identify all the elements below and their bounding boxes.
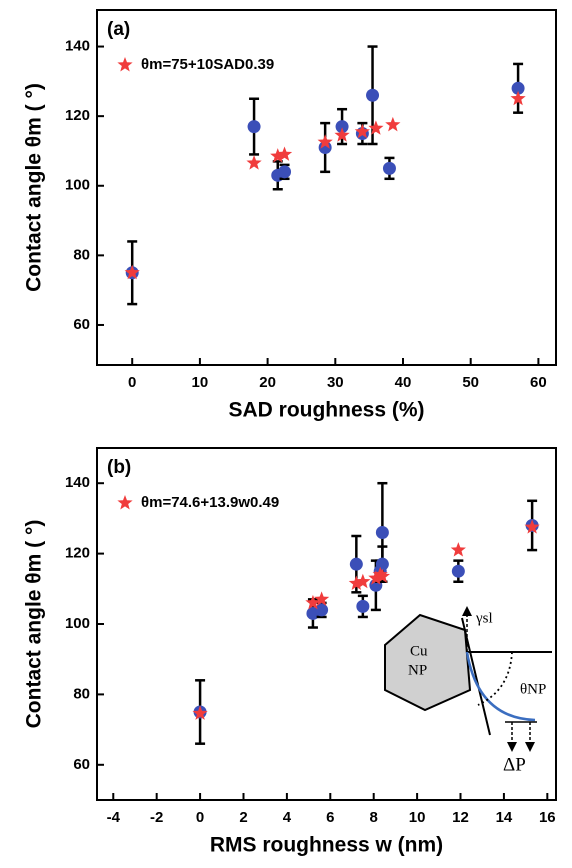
x-tick-label: 6 [326, 809, 334, 826]
y-tick-label: 120 [65, 107, 90, 124]
wall-line [461, 617, 491, 736]
x-tick-label: 0 [128, 374, 136, 391]
legend-label: θm=74.6+13.9w0.49 [141, 494, 279, 511]
x-axis-label: RMS roughness w (nm) [210, 834, 443, 857]
point [247, 120, 261, 134]
x-tick-label: 12 [452, 809, 469, 826]
arrow-head [462, 606, 472, 616]
y-tick-label: 80 [73, 685, 90, 702]
inset-label: θNP [520, 681, 546, 697]
x-tick-label: 10 [409, 809, 426, 826]
angle-arc [477, 651, 513, 706]
inset-label: NP [408, 662, 427, 678]
star-point [368, 570, 384, 585]
star-point [355, 573, 371, 589]
y-tick-label: 80 [73, 246, 90, 263]
inset-label: γsl [475, 610, 493, 626]
point [366, 88, 380, 102]
x-tick-label: 14 [496, 809, 513, 826]
point [278, 165, 292, 179]
point [356, 599, 370, 613]
star-point [524, 519, 540, 534]
point [451, 564, 465, 578]
point [335, 120, 349, 134]
x-tick-label: 8 [370, 809, 378, 826]
star-point [354, 123, 370, 139]
star-point [368, 120, 384, 135]
x-tick-label: 40 [395, 374, 412, 391]
point [511, 81, 525, 95]
star-point [374, 568, 390, 583]
y-tick-label: 100 [65, 615, 90, 632]
x-tick-label: 20 [259, 374, 276, 391]
star-point [192, 705, 208, 720]
legend-marker [117, 495, 133, 510]
x-tick-label: -2 [150, 809, 163, 826]
star-point [124, 264, 140, 280]
inset-diagram: Cu NP γsl θNP ΔP [384, 606, 552, 775]
star-point [450, 542, 466, 557]
legend-label: θm=75+10SAD0.39 [141, 56, 274, 73]
inset-label: ΔP [503, 754, 526, 775]
y-tick-label: 120 [65, 545, 90, 562]
y-axis-label: Contact angle θm ( °) [23, 83, 46, 292]
star-point [305, 594, 321, 610]
x-axis-label: SAD roughness (%) [228, 399, 424, 422]
point [375, 557, 389, 571]
star-point [276, 146, 293, 161]
legend-marker [117, 57, 133, 72]
plot-frame [96, 9, 557, 366]
star-point [385, 116, 401, 132]
point [382, 161, 396, 175]
star-point [246, 155, 262, 170]
x-tick-label: 10 [192, 374, 209, 391]
x-tick-label: 4 [283, 809, 292, 826]
x-tick-label: 60 [530, 374, 547, 391]
star-point [314, 591, 330, 606]
x-tick-label: 16 [539, 809, 556, 826]
meniscus [465, 651, 536, 722]
star-point [317, 134, 333, 149]
point [315, 603, 329, 617]
x-tick-label: -4 [107, 809, 121, 826]
x-tick-label: 30 [327, 374, 344, 391]
y-tick-label: 60 [73, 316, 90, 333]
y-tick-label: 60 [73, 756, 90, 773]
star-point [270, 148, 286, 163]
panel-label: (b) [107, 457, 131, 478]
point [349, 557, 363, 571]
particle-shape [384, 613, 472, 712]
y-tick-label: 140 [65, 474, 90, 491]
arrow-head [507, 742, 535, 752]
star-point [334, 127, 350, 142]
panel-label: (a) [107, 19, 130, 40]
x-tick-label: 2 [239, 809, 247, 826]
x-tick-label: 50 [462, 374, 479, 391]
y-axis-label: Contact angle θm ( °) [23, 520, 46, 729]
star-point [510, 90, 526, 106]
y-tick-label: 100 [65, 177, 90, 194]
star-point [348, 575, 364, 590]
inset-label: Cu [410, 643, 428, 659]
x-tick-label: 0 [196, 809, 204, 826]
point [375, 525, 389, 539]
y-tick-label: 140 [65, 38, 90, 55]
